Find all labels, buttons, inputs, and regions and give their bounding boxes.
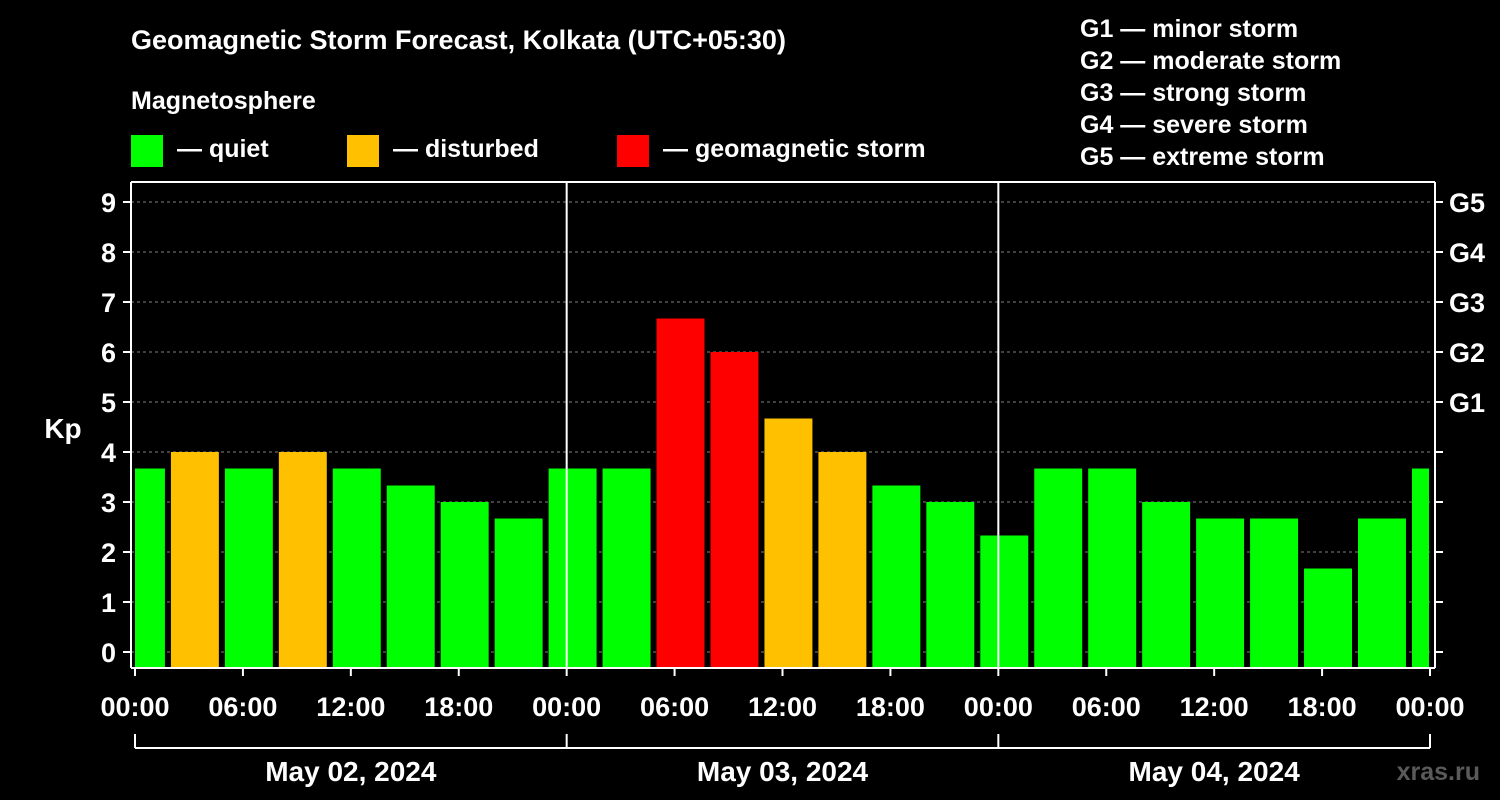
- x-tick-label-2: 12:00: [316, 692, 385, 722]
- legend-swatch-storm: [617, 135, 649, 167]
- bar-6: [440, 502, 489, 668]
- bar-7: [494, 518, 543, 668]
- g-tick-label-g5: G5: [1449, 188, 1485, 218]
- bar-3: [278, 452, 327, 668]
- g-tick-label-g4: G4: [1449, 238, 1485, 268]
- g-scale-legend-item-g1: G1 — minor storm: [1080, 15, 1298, 43]
- legend-swatch-quiet: [131, 135, 163, 167]
- legend: — quiet — disturbed — geomagnetic storm: [131, 135, 926, 167]
- x-tick-label-12: 00:00: [1395, 692, 1464, 722]
- x-tick-label-9: 06:00: [1072, 692, 1141, 722]
- y-axis-ticks: 0 1 2 3 4 5 6 7 8 9: [101, 188, 1443, 668]
- bar-12: [764, 418, 813, 668]
- y-tick-label-5: 5: [101, 388, 116, 418]
- day-label-1: May 03, 2024: [697, 756, 869, 787]
- y-tick-label-4: 4: [101, 438, 116, 468]
- bar-4: [332, 468, 381, 668]
- x-tick-label-10: 12:00: [1180, 692, 1249, 722]
- x-tick-label-8: 00:00: [964, 692, 1033, 722]
- y-tick-label-6: 6: [101, 338, 116, 368]
- y-tick-label-0: 0: [101, 638, 116, 668]
- bar-18: [1088, 468, 1137, 668]
- y-tick-label-7: 7: [101, 288, 116, 318]
- bar-15: [926, 502, 975, 668]
- day-label-0: May 02, 2024: [265, 756, 437, 787]
- y-tick-label-3: 3: [101, 488, 116, 518]
- y-tick-label-2: 2: [101, 538, 116, 568]
- legend-title: Magnetosphere: [131, 87, 316, 115]
- bar-23: [1357, 518, 1406, 668]
- g-tick-label-g1: G1: [1449, 388, 1485, 418]
- x-tick-label-7: 18:00: [856, 692, 925, 722]
- bar-8: [548, 468, 597, 668]
- g-tick-label-g3: G3: [1449, 288, 1485, 318]
- bar-16: [980, 535, 1029, 668]
- x-tick-label-6: 12:00: [748, 692, 817, 722]
- y-tick-label-8: 8: [101, 238, 116, 268]
- day-axis: May 02, 2024 May 03, 2024 May 04, 2024: [134, 734, 1431, 787]
- bars: [135, 318, 1429, 668]
- y-axis-label: Kp: [44, 413, 81, 444]
- legend-swatch-disturbed: [347, 135, 379, 167]
- g-scale-ticks: G1 G2 G3 G4 G5: [1449, 188, 1485, 418]
- bar-13: [818, 452, 867, 668]
- bar-2: [224, 468, 273, 668]
- legend-label-disturbed: — disturbed: [393, 135, 539, 163]
- chart-title: Geomagnetic Storm Forecast, Kolkata (UTC…: [131, 25, 786, 55]
- x-tick-label-1: 06:00: [208, 692, 277, 722]
- g-scale-legend-item-g5: G5 — extreme storm: [1080, 143, 1325, 171]
- bar-14: [872, 485, 921, 668]
- bar-22: [1304, 568, 1352, 668]
- bar-0: [135, 468, 165, 668]
- bar-24: [1411, 468, 1429, 668]
- y-tick-label-1: 1: [101, 588, 116, 618]
- x-tick-label-5: 06:00: [640, 692, 709, 722]
- bar-11: [710, 352, 759, 668]
- bar-5: [386, 485, 435, 668]
- g-scale-legend-item-g2: G2 — moderate storm: [1080, 47, 1341, 75]
- bar-1: [170, 452, 219, 668]
- bar-21: [1250, 518, 1299, 668]
- x-tick-label-11: 18:00: [1288, 692, 1357, 722]
- y-tick-label-9: 9: [101, 188, 116, 218]
- legend-label-quiet: — quiet: [177, 135, 269, 163]
- legend-label-storm: — geomagnetic storm: [663, 135, 926, 163]
- x-axis-ticks: 00:00 06:00 12:00 18:00 00:00 06:00 12:00 18:00…: [100, 668, 1465, 722]
- bar-10: [656, 318, 705, 668]
- g-scale-legend-item-g4: G4 — severe storm: [1080, 111, 1308, 139]
- bar-20: [1196, 518, 1245, 668]
- g-tick-label-g2: G2: [1449, 338, 1485, 368]
- bar-17: [1034, 468, 1083, 668]
- x-tick-label-3: 18:00: [424, 692, 493, 722]
- g-scale-legend: G1 — minor storm G2 — moderate storm G3 …: [1080, 15, 1341, 171]
- x-tick-label-0: 00:00: [100, 692, 169, 722]
- day-label-2: May 04, 2024: [1129, 756, 1301, 787]
- x-tick-label-4: 00:00: [532, 692, 601, 722]
- bar-9: [602, 468, 651, 668]
- watermark: xras.ru: [1397, 758, 1480, 786]
- g-scale-legend-item-g3: G3 — strong storm: [1080, 79, 1306, 107]
- bar-19: [1142, 502, 1191, 668]
